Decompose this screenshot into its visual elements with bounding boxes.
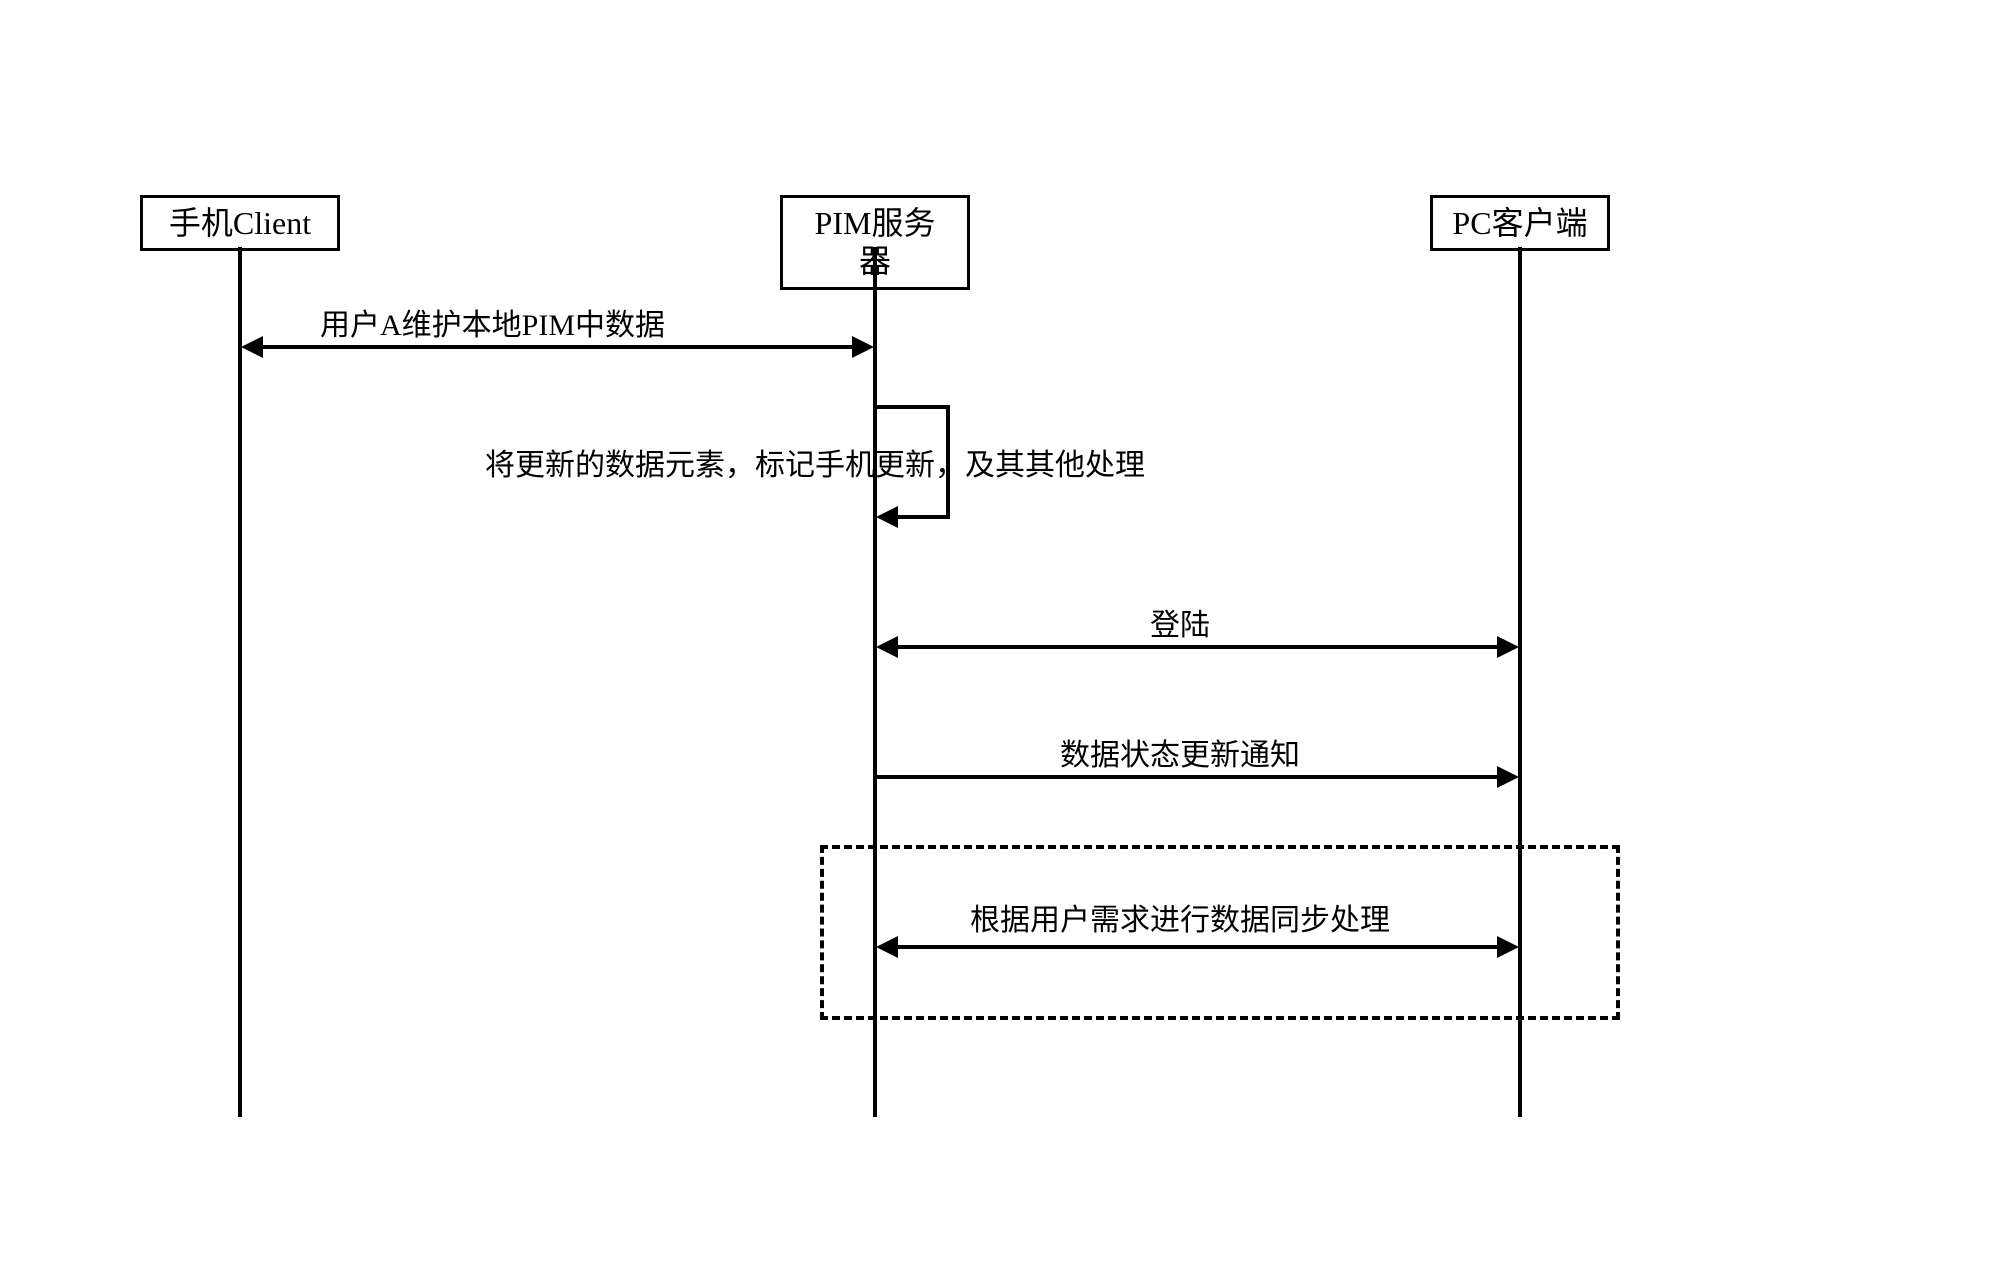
arrow-head-icon [876,636,898,658]
arrow-head-icon [1497,936,1519,958]
message-label-login: 登陆 [1150,600,1210,644]
message-label-maintain: 用户A维护本地PIM中数据 [320,300,665,344]
arrow-head-icon [1497,766,1519,788]
sequence-diagram: 手机Client PIM服务器 PC客户端 用户A维护本地PIM中数据 将更新的… [140,195,1710,1135]
lifeline-mobile [238,247,242,1117]
message-label-sync: 根据用户需求进行数据同步处理 [970,895,1390,939]
arrow-head-icon [876,506,898,528]
message-arrow [258,345,856,349]
self-loop-segment [875,405,950,409]
message-label-mark-update: 将更新的数据元素，标记手机更新，及其其他处理 [485,440,1145,484]
arrow-head-icon [876,936,898,958]
arrow-head-icon [852,336,874,358]
actor-pc-client: PC客户端 [1430,195,1610,251]
actor-mobile-client: 手机Client [140,195,340,251]
actor-label: PC客户端 [1452,205,1587,241]
message-label-status-notify: 数据状态更新通知 [1060,730,1300,774]
message-arrow [875,775,1501,779]
arrow-head-icon [1497,636,1519,658]
message-arrow [893,945,1501,949]
arrow-head-icon [241,336,263,358]
message-arrow [893,645,1501,649]
actor-label: 手机Client [169,205,311,241]
self-loop-segment [893,515,950,519]
